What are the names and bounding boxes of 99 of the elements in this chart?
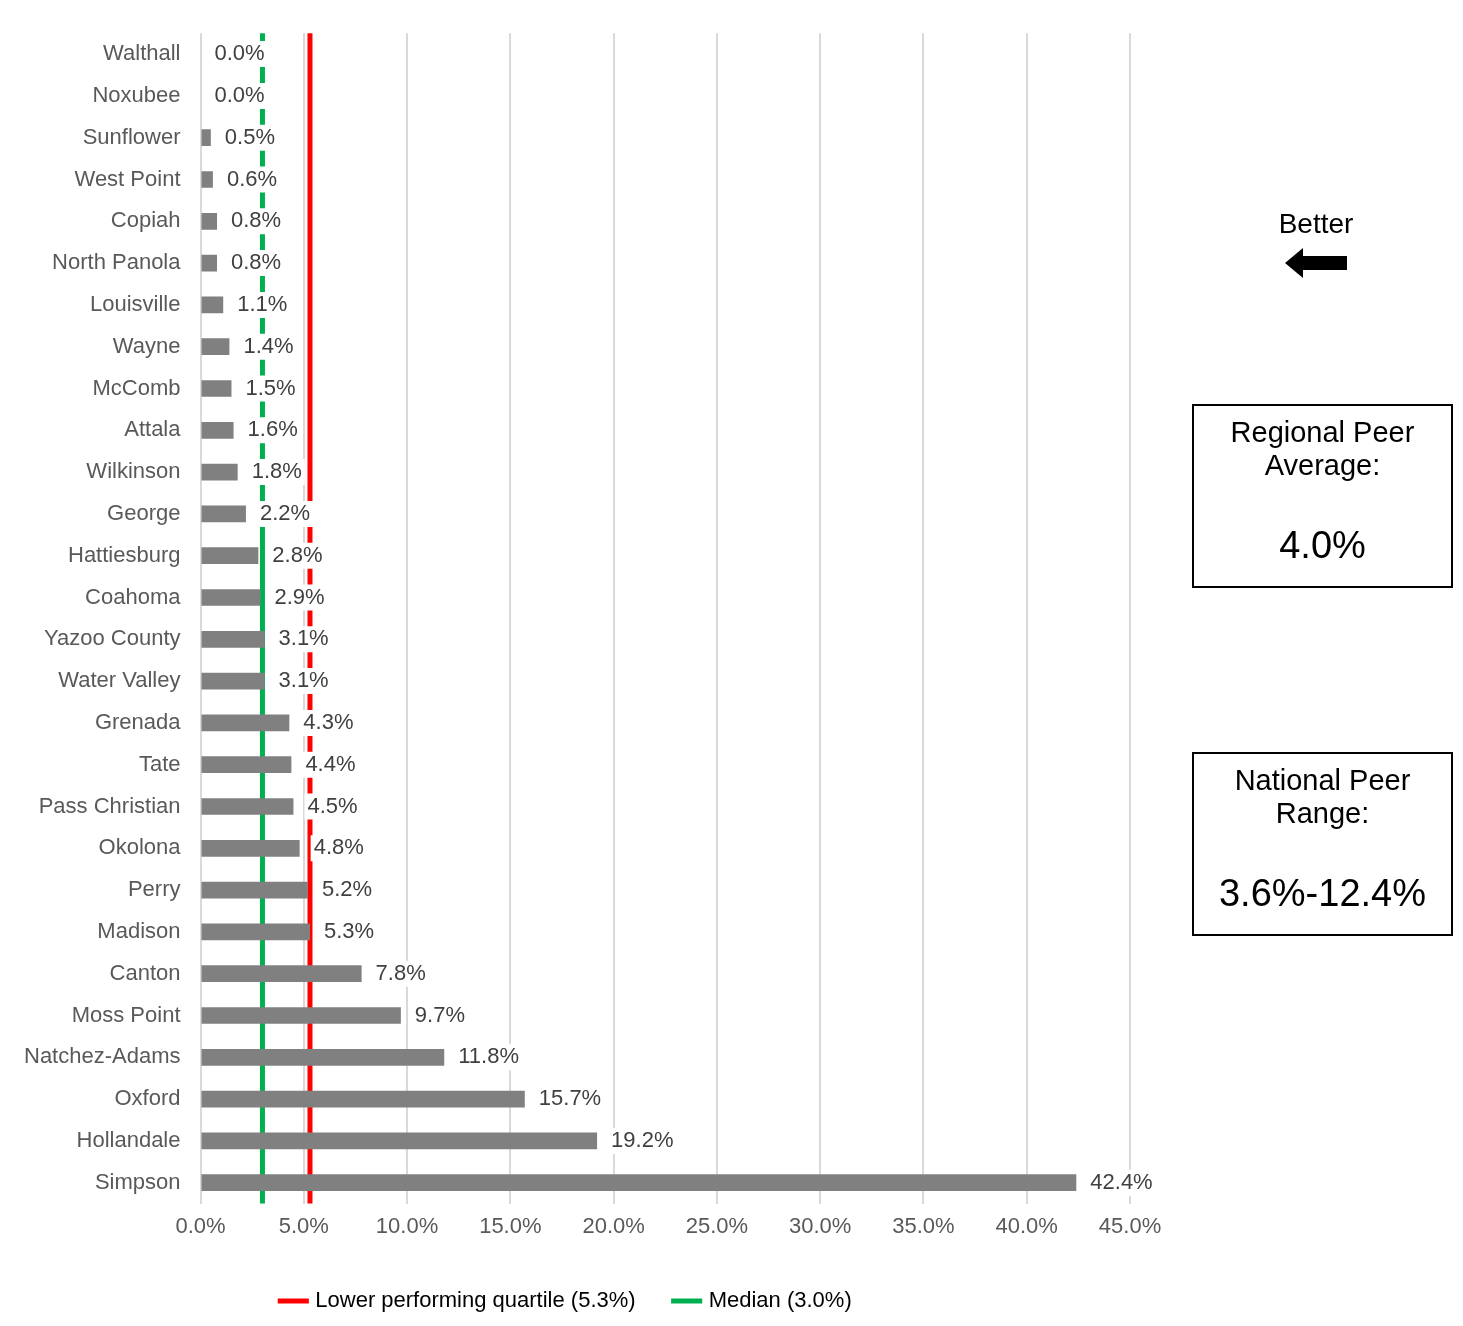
y-tick-label: Wilkinson [86, 458, 181, 484]
y-tick-label: Noxubee [92, 81, 181, 107]
bar [201, 296, 224, 314]
y-tick-label: Madison [97, 917, 181, 943]
y-tick-label: Coahoma [85, 583, 182, 609]
text: National Peer Range: [1233, 764, 1412, 830]
text: Regional Peer Average: [1229, 416, 1416, 482]
y-tick-label: Canton [109, 959, 181, 985]
data-label: 7.8% [375, 959, 426, 985]
data-label: 1.8% [251, 458, 302, 484]
data-label: 0.0% [214, 81, 265, 107]
y-tick-label: Hattiesburg [67, 541, 181, 567]
bar [201, 630, 265, 648]
data-label: 19.2% [611, 1126, 674, 1152]
bar [201, 589, 261, 606]
bar [201, 338, 230, 356]
bar [201, 380, 232, 397]
data-label: 4.5% [307, 792, 358, 818]
data-label: 0.0% [214, 40, 265, 66]
bar [201, 1132, 598, 1150]
x-tick-label: 45.0% [1098, 1212, 1162, 1238]
bar [201, 756, 292, 774]
data-label: 0.8% [231, 207, 282, 233]
legend-label: Median (3.0%) [708, 1287, 852, 1313]
y-tick-label: George [107, 499, 181, 525]
data-label: 3.1% [278, 667, 329, 693]
data-label: 3.1% [278, 625, 329, 651]
text: 3.6%-12.4% [1218, 872, 1427, 915]
data-label: 2.2% [259, 499, 311, 525]
y-tick-label: Walthall [103, 40, 181, 66]
data-label: 0.8% [231, 249, 282, 275]
bar [201, 881, 308, 899]
y-tick-label: Hollandale [76, 1126, 181, 1152]
y-tick-label: Water Valley [58, 667, 181, 693]
bar [201, 1048, 445, 1066]
x-tick-label: 15.0% [479, 1212, 542, 1238]
y-tick-label: Attala [124, 416, 182, 442]
data-label: 9.7% [414, 1001, 466, 1027]
data-label: 2.8% [272, 541, 323, 567]
data-label: 11.8% [458, 1043, 519, 1069]
bar [201, 1090, 525, 1108]
y-tick-label: West Point [74, 165, 181, 191]
bar [201, 463, 238, 481]
x-tick-label: 35.0% [892, 1212, 955, 1238]
bar [201, 798, 294, 815]
bar [201, 421, 234, 439]
y-tick-label: Grenada [94, 708, 182, 734]
bar [201, 254, 218, 272]
y-tick-label: Tate [138, 750, 181, 776]
x-tick-label: 25.0% [685, 1212, 749, 1238]
x-tick-label: 20.0% [582, 1212, 645, 1238]
y-tick-label: Moss Point [71, 1001, 181, 1027]
bar [201, 923, 310, 941]
data-label: 1.6% [247, 416, 298, 442]
bar [201, 714, 290, 732]
bar [201, 129, 211, 147]
bar [201, 171, 213, 188]
data-label: 42.4% [1090, 1168, 1153, 1194]
data-label: 1.5% [245, 374, 296, 400]
y-tick-label: McComb [92, 374, 181, 400]
y-tick-label: Wayne [112, 332, 181, 358]
data-label: 4.4% [305, 750, 356, 776]
text: Better [1277, 208, 1355, 240]
data-label: 2.9% [274, 583, 325, 609]
x-tick-label: 5.0% [278, 1212, 329, 1238]
x-tick-label: 10.0% [375, 1212, 439, 1238]
data-label: 5.2% [321, 876, 373, 902]
y-tick-label: Louisville [90, 290, 181, 316]
bar [201, 1007, 401, 1024]
x-tick-label: 0.0% [175, 1212, 226, 1238]
bar [201, 505, 246, 523]
y-tick-label: Perry [127, 876, 181, 902]
y-tick-label: Simpson [94, 1168, 181, 1194]
data-label: 0.5% [224, 123, 275, 149]
y-tick-label: Sunflower [82, 123, 181, 149]
data-label: 4.3% [303, 708, 354, 734]
x-tick-label: 30.0% [788, 1212, 852, 1238]
data-label: 1.1% [237, 290, 288, 316]
y-tick-label: Yazoo County [43, 625, 181, 651]
data-label: 5.3% [323, 917, 375, 943]
data-label: 4.8% [313, 834, 364, 860]
data-label: 1.4% [243, 332, 294, 358]
bar [201, 1174, 1077, 1192]
y-tick-label: Copiah [110, 207, 181, 233]
bar [201, 965, 362, 983]
y-tick-label: North Panola [52, 249, 182, 275]
y-tick-label: Okolona [98, 834, 182, 860]
bar [201, 672, 265, 690]
x-tick-label: 40.0% [995, 1212, 1058, 1238]
data-label: 15.7% [538, 1085, 602, 1111]
y-tick-label: Pass Christian [38, 792, 181, 818]
bar [201, 212, 218, 230]
legend-label: Lower performing quartile (5.3%) [315, 1287, 636, 1313]
data-label: 0.6% [226, 165, 278, 191]
y-tick-label: Oxford [114, 1085, 181, 1111]
bar [201, 839, 300, 857]
text: 4.0% [1278, 524, 1367, 567]
bar [201, 547, 259, 565]
y-tick-label: Natchez-Adams [23, 1043, 181, 1069]
